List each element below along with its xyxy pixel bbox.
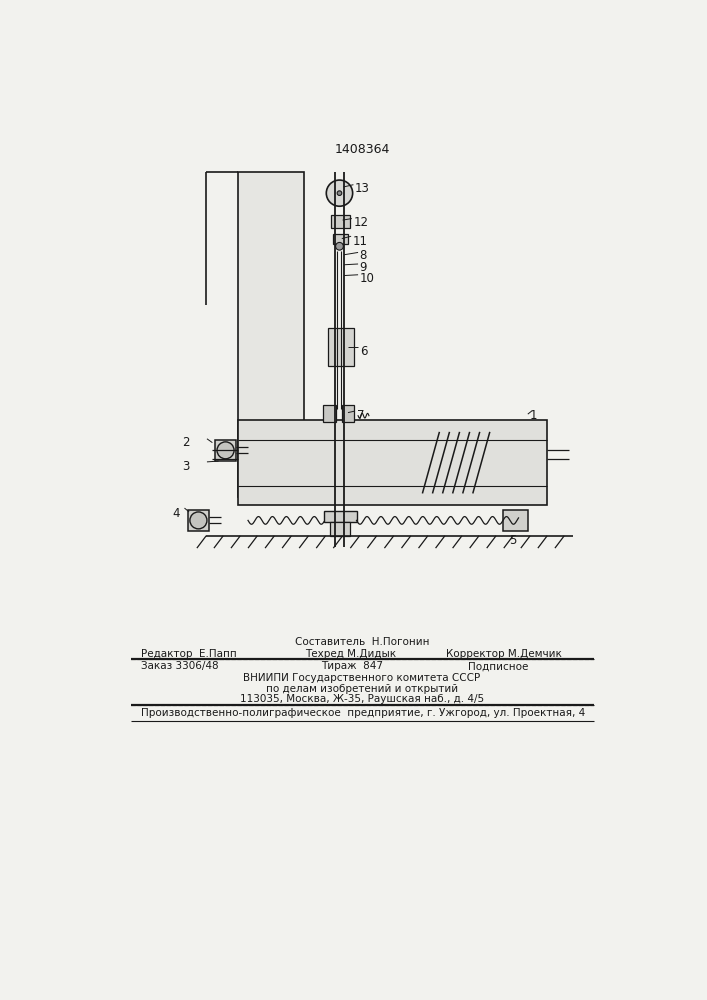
Circle shape — [327, 180, 353, 206]
Bar — [215, 440, 236, 461]
Text: ВНИИПИ Государственного комитета СССР: ВНИИПИ Государственного комитета СССР — [243, 673, 481, 683]
Circle shape — [217, 442, 234, 459]
Text: Корректор М.Демчик: Корректор М.Демчик — [446, 649, 562, 659]
Circle shape — [190, 512, 207, 529]
Text: 8: 8 — [360, 249, 367, 262]
Text: Подписное: Подписное — [468, 661, 529, 671]
Text: 4: 4 — [172, 507, 180, 520]
Text: Редактор  Е.Папп: Редактор Е.Папп — [141, 649, 237, 659]
Text: 5: 5 — [509, 534, 517, 547]
Bar — [503, 510, 528, 531]
Bar — [238, 172, 304, 497]
Bar — [328, 328, 354, 366]
Text: Тираж  847: Тираж 847 — [321, 661, 383, 671]
Text: Составитель  Н.Погонин: Составитель Н.Погонин — [295, 637, 429, 647]
Bar — [323, 405, 336, 422]
Bar — [187, 510, 209, 531]
Text: Техред М.Дидык: Техред М.Дидык — [305, 649, 397, 659]
Text: 113035, Москва, Ж-35, Раушская наб., д. 4/5: 113035, Москва, Ж-35, Раушская наб., д. … — [240, 694, 484, 704]
Text: по делам изобретений и открытий: по делам изобретений и открытий — [266, 684, 458, 694]
Text: 1: 1 — [530, 409, 537, 422]
Text: 9: 9 — [360, 261, 367, 274]
Text: 6: 6 — [360, 345, 367, 358]
Bar — [330, 522, 351, 536]
Text: 10: 10 — [360, 272, 375, 285]
Bar — [238, 420, 547, 505]
Text: 3: 3 — [182, 460, 189, 473]
Bar — [332, 234, 348, 244]
Text: Производственно-полиграфическое  предприятие, г. Ужгород, ул. Проектная, 4: Производственно-полиграфическое предприя… — [141, 708, 585, 718]
Text: Заказ 3306/48: Заказ 3306/48 — [141, 661, 218, 671]
Bar — [324, 511, 356, 522]
Text: 11: 11 — [353, 235, 368, 248]
Text: 7: 7 — [356, 409, 364, 422]
Text: 1408364: 1408364 — [334, 143, 390, 156]
Circle shape — [337, 191, 341, 195]
Bar — [331, 215, 349, 228]
Text: 2: 2 — [182, 436, 189, 449]
Text: 12: 12 — [354, 216, 368, 229]
Circle shape — [336, 242, 344, 250]
Text: 13: 13 — [355, 182, 370, 195]
Bar — [341, 405, 354, 422]
